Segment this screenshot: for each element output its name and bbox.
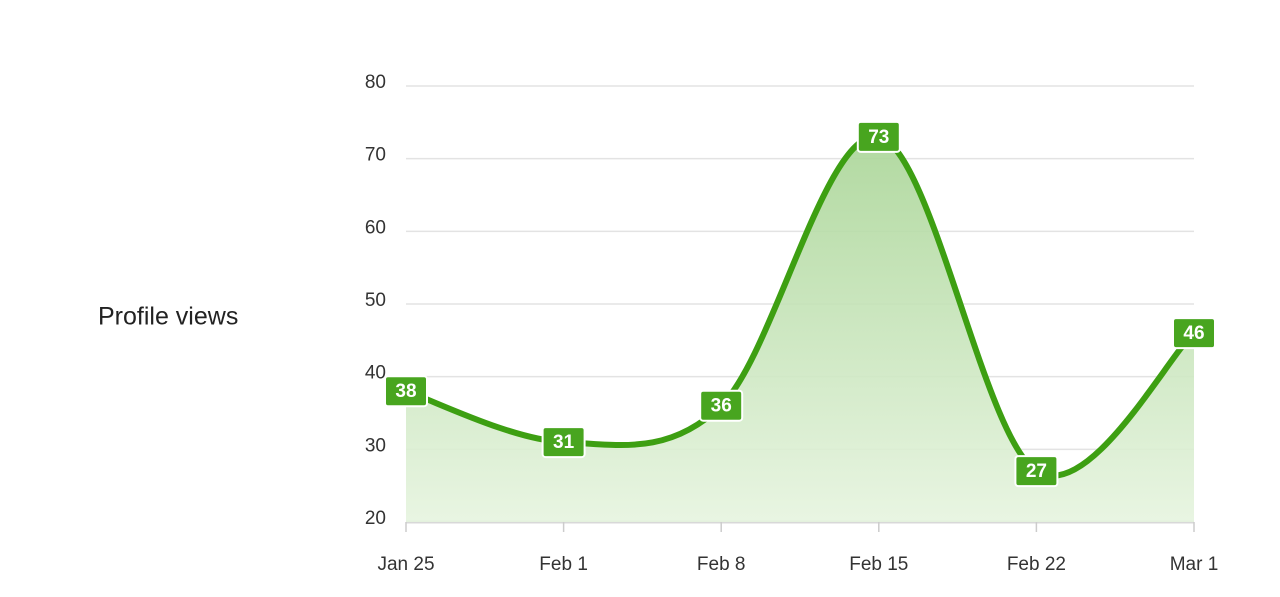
x-tick-label: Feb 8 bbox=[697, 554, 746, 575]
data-label: 46 bbox=[1183, 323, 1204, 344]
data-label: 38 bbox=[395, 381, 416, 402]
data-label-box bbox=[699, 389, 744, 422]
data-label-box bbox=[856, 120, 901, 153]
y-tick-label: 30 bbox=[365, 435, 386, 456]
y-tick-label: 50 bbox=[365, 290, 386, 311]
y-axis-label: Profile views bbox=[98, 303, 238, 331]
x-tick-label: Feb 1 bbox=[539, 554, 588, 575]
data-label: 27 bbox=[1026, 461, 1047, 482]
data-label-box bbox=[541, 426, 586, 459]
x-tick-label: Feb 15 bbox=[849, 554, 908, 575]
x-tick-label: Jan 25 bbox=[377, 554, 434, 575]
data-label: 73 bbox=[868, 127, 889, 148]
area bbox=[406, 136, 1194, 522]
x-tick-label: Mar 1 bbox=[1170, 554, 1219, 575]
x-tick-label: Feb 22 bbox=[1007, 554, 1066, 575]
data-label-box bbox=[384, 375, 428, 408]
y-tick-label: 80 bbox=[365, 72, 386, 93]
y-tick-label: 70 bbox=[365, 145, 386, 166]
data-label: 36 bbox=[711, 396, 732, 417]
y-tick-label: 60 bbox=[365, 217, 386, 238]
data-label-box bbox=[1172, 317, 1216, 350]
y-tick-label: 40 bbox=[365, 363, 386, 384]
data-label-box bbox=[1014, 455, 1059, 488]
data-label: 31 bbox=[553, 432, 575, 453]
y-tick-label: 20 bbox=[365, 508, 386, 529]
